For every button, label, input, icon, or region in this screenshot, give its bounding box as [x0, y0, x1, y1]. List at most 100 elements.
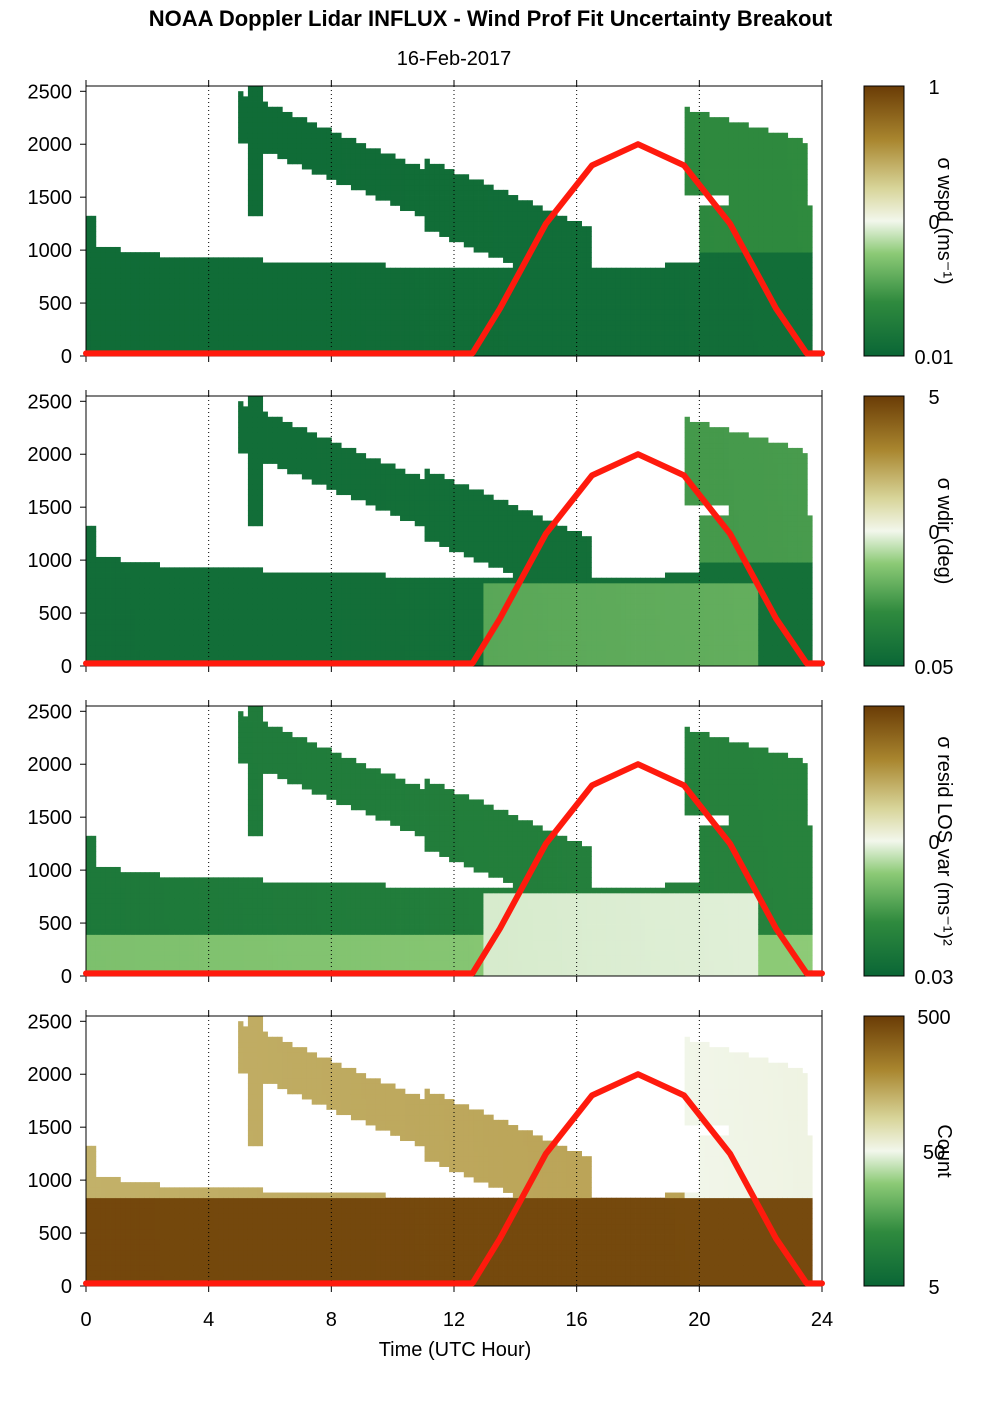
heatmap-cell [748, 236, 754, 243]
heatmap-cell [223, 608, 229, 615]
heatmap-cell [311, 340, 318, 347]
heatmap-cell [243, 655, 249, 662]
heatmap-cell [238, 257, 244, 263]
heatmap-cell [728, 153, 735, 160]
heatmap-cell [777, 283, 784, 289]
heatmap-cell [463, 189, 470, 196]
heatmap-cell [370, 262, 376, 269]
heatmap-cell [478, 226, 484, 232]
heatmap-cell [95, 614, 102, 620]
heatmap-cell [547, 278, 553, 284]
heatmap-cell [120, 562, 126, 568]
heatmap-cell [272, 330, 278, 336]
heatmap-cell [179, 593, 185, 599]
heatmap-cell [331, 169, 337, 175]
heatmap-cell [375, 179, 381, 186]
heatmap-cell [571, 298, 578, 305]
heatmap-cell [86, 572, 92, 579]
heatmap-cell [86, 536, 92, 542]
heatmap-cell [277, 340, 283, 347]
heatmap-cell [238, 437, 244, 444]
heatmap-cell [365, 330, 371, 336]
heatmap-cell [748, 304, 754, 310]
heatmap-cell [601, 309, 607, 315]
heatmap-cell [252, 479, 259, 485]
heatmap-cell [419, 179, 425, 186]
heatmap-cell [169, 340, 175, 347]
heatmap-cell [429, 298, 435, 305]
heatmap-cell [473, 200, 479, 206]
heatmap-cell [262, 106, 268, 113]
heatmap-cell [193, 629, 200, 636]
heatmap-cell [478, 345, 484, 352]
heatmap-cell [125, 252, 131, 258]
heatmap-cell [208, 645, 214, 651]
heatmap-cell [355, 293, 362, 300]
heatmap-cell [179, 345, 185, 352]
heatmap-cell [139, 593, 146, 599]
heatmap-cell [601, 314, 607, 321]
heatmap-cell [100, 645, 107, 651]
heatmap-cell [287, 309, 293, 315]
heatmap-cell [149, 298, 156, 305]
heatmap-cell [346, 174, 352, 180]
heatmap-cell [159, 324, 165, 331]
heatmap-cell [561, 324, 568, 331]
heatmap-cell [454, 174, 460, 180]
heatmap-cell [257, 163, 264, 170]
heatmap-cell [792, 215, 798, 222]
heatmap-cell [135, 335, 141, 341]
heatmap-cell [493, 350, 499, 357]
heatmap-cell [164, 314, 170, 321]
heatmap-cell [105, 640, 111, 646]
heatmap-cell [655, 314, 661, 321]
heatmap-cell [252, 86, 259, 92]
heatmap-cell [375, 169, 381, 175]
heatmap-cell [517, 252, 524, 258]
heatmap-cell [802, 330, 808, 336]
heatmap-cell [586, 278, 592, 284]
heatmap-cell [439, 267, 445, 274]
heatmap-cell [395, 298, 401, 305]
heatmap-cell [787, 163, 793, 170]
heatmap-cell [247, 619, 254, 625]
heatmap-cell [110, 650, 116, 657]
heatmap-cell [694, 309, 700, 315]
heatmap-cell [542, 324, 548, 331]
heatmap-cell [252, 153, 259, 160]
heatmap-cell [159, 629, 165, 636]
heatmap-cell [709, 330, 715, 336]
heatmap-cell [753, 169, 759, 175]
heatmap-cell [218, 582, 224, 589]
heatmap-cell [218, 324, 224, 331]
heatmap-cell [728, 340, 735, 347]
heatmap-cell [655, 309, 661, 315]
heatmap-cell [454, 267, 460, 274]
heatmap-cell [262, 655, 268, 662]
heatmap-cell [542, 298, 548, 305]
heatmap-cell [527, 288, 533, 295]
heatmap-cell [674, 288, 681, 295]
heatmap-cell [218, 588, 224, 594]
heatmap-cell [606, 350, 612, 357]
heatmap-cell [139, 330, 146, 336]
heatmap-cell [257, 200, 264, 206]
heatmap-cell [424, 335, 430, 341]
heatmap-cell [444, 309, 450, 315]
heatmap-cell [709, 304, 715, 310]
heatmap-cell [100, 655, 107, 662]
heatmap-cell [164, 278, 170, 284]
heatmap-cell [228, 593, 234, 599]
heatmap-cell [601, 288, 607, 295]
heatmap-cell [120, 572, 126, 579]
heatmap-cell [557, 319, 563, 326]
heatmap-cell [743, 169, 749, 175]
heatmap-cell [772, 272, 779, 279]
heatmap-cell [149, 614, 156, 620]
heatmap-cell [277, 345, 283, 352]
heatmap-cell [252, 608, 259, 615]
heatmap-cell [424, 340, 430, 347]
heatmap-cell [429, 319, 435, 326]
heatmap-cell [208, 577, 214, 584]
heatmap-cell [787, 153, 793, 160]
